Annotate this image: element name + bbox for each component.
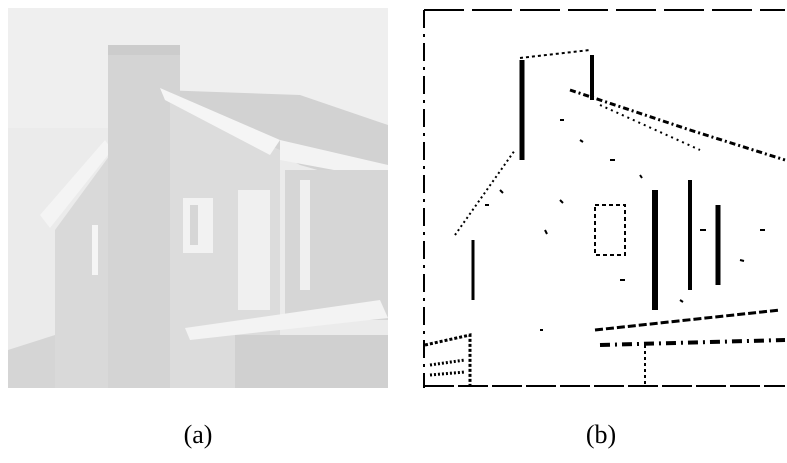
panel-b-image (420, 5, 785, 388)
caption: (b) (586, 420, 616, 449)
panel-a-image (8, 8, 388, 388)
caption: (a) (184, 420, 213, 449)
figure: (a) (b) (0, 0, 787, 458)
